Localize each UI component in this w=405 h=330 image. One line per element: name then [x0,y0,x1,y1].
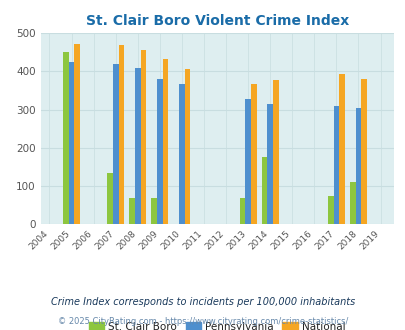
Bar [355,108,360,224]
Bar [349,182,355,224]
Bar [250,84,256,224]
Bar [239,198,245,224]
Text: © 2025 CityRating.com - https://www.cityrating.com/crime-statistics/: © 2025 CityRating.com - https://www.city… [58,317,347,326]
Bar [63,52,68,224]
Legend: St. Clair Boro, Pennsylvania, National: St. Clair Boro, Pennsylvania, National [84,318,349,330]
Bar [179,84,184,224]
Bar [157,79,162,224]
Bar [333,106,339,224]
Bar [184,69,190,224]
Bar [360,79,366,224]
Bar [245,99,250,224]
Bar [261,157,266,224]
Bar [266,104,273,224]
Bar [339,74,344,224]
Bar [68,62,74,224]
Bar [273,80,278,224]
Bar [327,196,333,224]
Text: Crime Index corresponds to incidents per 100,000 inhabitants: Crime Index corresponds to incidents per… [51,297,354,307]
Bar [129,198,134,224]
Bar [107,173,113,224]
Bar [113,64,118,224]
Bar [162,59,168,224]
Bar [151,198,157,224]
Bar [134,68,140,224]
Bar [74,45,80,224]
Title: St. Clair Boro Violent Crime Index: St. Clair Boro Violent Crime Index [85,14,348,28]
Bar [140,50,146,224]
Bar [118,45,124,224]
